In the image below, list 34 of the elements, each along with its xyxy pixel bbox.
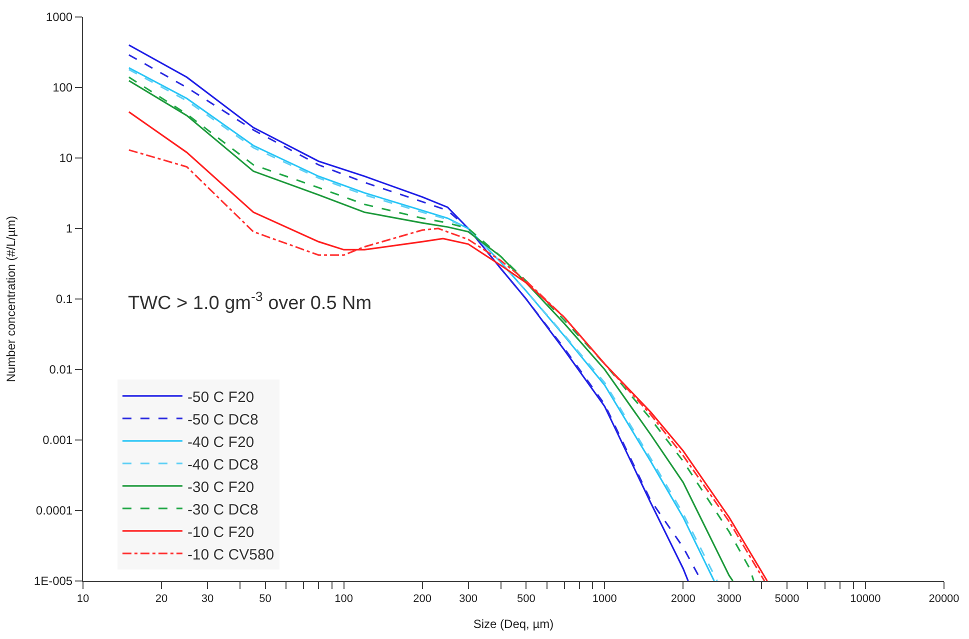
x-tick-label: 50 bbox=[259, 593, 272, 606]
y-tick-label: 1E-005 bbox=[34, 574, 73, 588]
y-tick-label: 10 bbox=[59, 151, 73, 166]
y-tick-label: 1 bbox=[66, 222, 73, 236]
legend-label: -40 C DC8 bbox=[187, 456, 258, 474]
legend-label: -10 C CV580 bbox=[187, 546, 274, 564]
legend-label: -50 C DC8 bbox=[187, 411, 258, 428]
x-tick-label: 5000 bbox=[774, 593, 800, 606]
legend-label: -30 C F20 bbox=[187, 478, 254, 496]
legend-label: -50 C F20 bbox=[187, 388, 254, 406]
y-tick-label: 1000 bbox=[46, 10, 73, 24]
legend-label: -10 C F20 bbox=[187, 524, 254, 541]
x-tick-label: 200 bbox=[413, 593, 432, 606]
x-tick-label: 500 bbox=[516, 593, 536, 606]
legend-label: -40 C F20 bbox=[187, 434, 254, 451]
x-tick-label: 30 bbox=[201, 593, 214, 606]
y-tick-label: 100 bbox=[52, 80, 73, 95]
x-tick-label: 300 bbox=[459, 593, 478, 606]
y-tick-label: 0.0001 bbox=[36, 504, 73, 518]
x-tick-label: 20 bbox=[155, 593, 168, 606]
x-tick-label: 10 bbox=[76, 593, 90, 606]
x-tick-label: 1000 bbox=[592, 593, 617, 606]
x-tick-label: 3000 bbox=[716, 593, 742, 606]
y-tick-label: 0.001 bbox=[42, 433, 73, 448]
legend-label: -30 C DC8 bbox=[187, 501, 258, 518]
x-tick-label: 100 bbox=[334, 593, 354, 606]
x-axis-title: Size (Deq, µm) bbox=[473, 617, 554, 632]
x-tick-label: 20000 bbox=[928, 593, 960, 606]
x-tick-label: 10000 bbox=[850, 593, 881, 606]
annotation: TWC > 1.0 gm$^{-3}$ over 0.5 Nm bbox=[128, 289, 372, 314]
y-axis-title: Number concentration (#/L/µm) bbox=[4, 216, 18, 382]
y-tick-label: 0.01 bbox=[49, 362, 73, 377]
y-tick-label: 0.1 bbox=[56, 292, 73, 306]
x-tick-label: 2000 bbox=[670, 593, 696, 606]
